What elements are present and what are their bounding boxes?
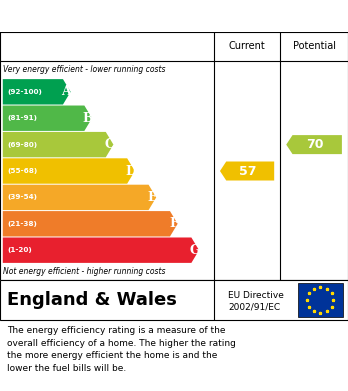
Polygon shape — [3, 211, 177, 237]
Text: Potential: Potential — [293, 41, 335, 51]
Bar — [298, 283, 343, 317]
Text: (92-100): (92-100) — [7, 89, 42, 95]
Polygon shape — [3, 132, 113, 157]
Text: 70: 70 — [306, 138, 324, 151]
Text: (81-91): (81-91) — [7, 115, 37, 121]
Polygon shape — [3, 237, 199, 263]
Text: EU Directive: EU Directive — [228, 291, 284, 300]
Polygon shape — [3, 158, 135, 184]
Polygon shape — [220, 161, 274, 181]
Text: D: D — [125, 165, 136, 178]
Text: (39-54): (39-54) — [7, 194, 37, 201]
Text: E: E — [147, 191, 157, 204]
Text: (21-38): (21-38) — [7, 221, 37, 227]
Text: B: B — [82, 112, 93, 125]
Text: Energy Efficiency Rating: Energy Efficiency Rating — [60, 7, 288, 25]
Polygon shape — [286, 135, 342, 154]
Polygon shape — [3, 185, 156, 210]
Text: Current: Current — [229, 41, 266, 51]
Text: Very energy efficient - lower running costs: Very energy efficient - lower running co… — [3, 65, 166, 74]
Text: The energy efficiency rating is a measure of the
overall efficiency of a home. T: The energy efficiency rating is a measur… — [7, 326, 236, 373]
Text: F: F — [169, 217, 178, 230]
Polygon shape — [3, 106, 92, 131]
Text: Not energy efficient - higher running costs: Not energy efficient - higher running co… — [3, 267, 166, 276]
Polygon shape — [3, 79, 71, 104]
Text: (1-20): (1-20) — [7, 247, 32, 253]
Text: (69-80): (69-80) — [7, 142, 37, 148]
Text: G: G — [190, 244, 200, 256]
Text: (55-68): (55-68) — [7, 168, 37, 174]
Text: A: A — [62, 85, 71, 98]
Text: 2002/91/EC: 2002/91/EC — [228, 303, 280, 312]
Text: C: C — [104, 138, 114, 151]
Text: 57: 57 — [239, 165, 257, 178]
Text: England & Wales: England & Wales — [7, 291, 177, 309]
